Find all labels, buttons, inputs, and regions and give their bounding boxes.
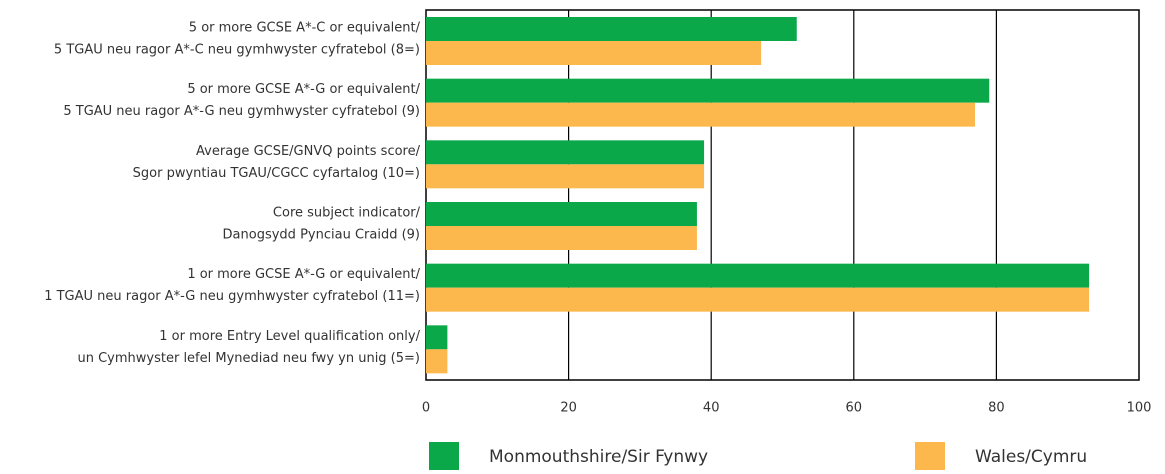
y-tick-label: Core subject indicator/ [273,206,421,221]
y-tick-label: Average GCSE/GNVQ points score/ [196,144,421,159]
bar [426,263,1090,288]
x-tick-label: 40 [703,401,720,416]
y-tick-label: 5 or more GCSE A*-C or equivalent/ [189,21,421,36]
bar [426,164,705,189]
legend-swatch [429,442,459,470]
bar [426,349,448,374]
plot-frame [425,9,1140,381]
bar [426,325,448,350]
y-tick-label: 5 or more GCSE A*-G or equivalent/ [187,82,420,97]
x-tick-label: 100 [1127,401,1152,416]
y-tick-label: 1 or more Entry Level qualification only… [159,329,420,344]
legend-swatch [915,442,945,470]
x-tick-label: 60 [846,401,863,416]
y-tick-label: 1 or more GCSE A*-G or equivalent/ [187,267,420,282]
y-tick-label: Danogsydd Pynciau Craidd (9) [223,228,420,243]
y-tick-label: 5 TGAU neu ragor A*-C neu gymhwyster cyf… [54,43,420,58]
bar [426,202,697,226]
legend-label: Wales/Cymru [975,447,1087,467]
y-tick-label: Sgor pwyntiau TGAU/CGCC cyfartalog (10=) [133,166,420,181]
bar [426,41,762,65]
y-tick-label: 5 TGAU neu ragor A*-G neu gymhwyster cyf… [63,104,420,119]
bar [426,287,1090,312]
bar [426,226,697,250]
x-tick-label: 20 [560,401,577,416]
y-tick-label: un Cymhwyster lefel Mynediad neu fwy yn … [77,351,420,366]
bar [426,140,705,165]
bar [426,78,990,103]
x-tick-label: 0 [422,401,430,416]
bar [426,102,976,127]
x-tick-label: 80 [988,401,1005,416]
legend-label: Monmouthshire/Sir Fynwy [489,447,708,467]
y-tick-label: 1 TGAU neu ragor A*-G neu gymhwyster cyf… [44,289,420,304]
bar [426,17,797,41]
